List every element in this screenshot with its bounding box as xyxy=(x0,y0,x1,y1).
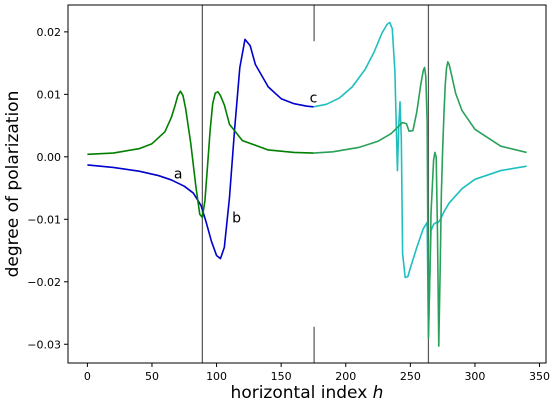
x-tick-label-4: 200 xyxy=(335,370,356,383)
annotation-a: a xyxy=(174,167,183,183)
x-axis-label-text: horizontal index xyxy=(231,383,373,403)
x-axis-label: horizontal index h xyxy=(231,383,384,403)
y-tick-label-2: 0.00 xyxy=(37,151,62,164)
y-axis-label: degree of polarization xyxy=(3,91,23,278)
series-lines xyxy=(87,21,527,347)
x-tick-label-5: 250 xyxy=(400,370,421,383)
y-tick-label-1: 0.01 xyxy=(37,88,62,101)
series-line-3 xyxy=(313,61,527,347)
x-axis-label-variable: h xyxy=(373,383,384,403)
plot-area xyxy=(68,5,546,363)
x-tick-label-7: 350 xyxy=(529,370,550,383)
series-line-0 xyxy=(87,38,314,260)
x-tick-label-2: 100 xyxy=(206,370,227,383)
x-tick-label-0: 0 xyxy=(84,370,91,383)
annotation-b: b xyxy=(232,210,241,226)
plot-background xyxy=(68,5,546,363)
x-tick-label-1: 50 xyxy=(145,370,159,383)
x-tick-label-6: 300 xyxy=(464,370,485,383)
y-tick-label-5: −0.03 xyxy=(27,338,61,351)
series-line-1 xyxy=(87,90,314,219)
annotation-c: c xyxy=(310,90,318,106)
annotations: a b c xyxy=(174,90,317,226)
x-tick-label-3: 150 xyxy=(271,370,292,383)
y-tick-label-3: −0.01 xyxy=(27,213,61,226)
axes: 0 50 100 150 200 250 300 350 0.02 0.01 0.00 −0.01 −0… xyxy=(27,4,550,383)
y-tick-label-4: −0.02 xyxy=(27,276,61,289)
plot-frame xyxy=(67,4,547,364)
y-tick-label-0: 0.02 xyxy=(37,26,62,39)
